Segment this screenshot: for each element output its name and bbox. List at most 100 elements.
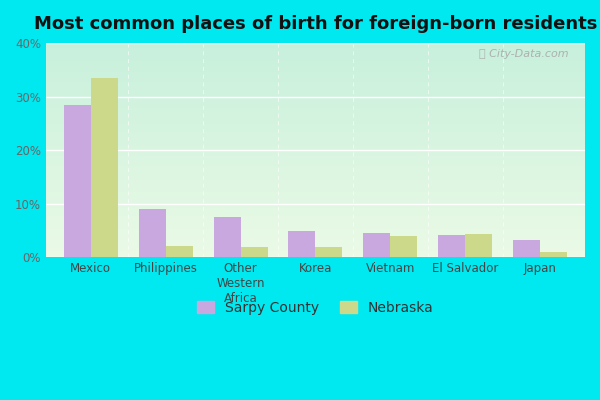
Bar	[46, 62, 585, 63]
Bar	[46, 48, 585, 49]
Bar	[46, 233, 585, 234]
Bar	[513, 240, 540, 257]
Bar	[46, 49, 585, 50]
Bar	[46, 121, 585, 122]
Bar	[46, 118, 585, 119]
Bar	[46, 246, 585, 247]
Bar	[46, 166, 585, 167]
Bar	[46, 78, 585, 79]
Bar	[46, 209, 585, 210]
Bar	[46, 88, 585, 89]
Bar	[46, 107, 585, 108]
Bar	[46, 200, 585, 202]
Bar	[46, 102, 585, 103]
Bar	[46, 218, 585, 219]
Bar	[46, 105, 585, 106]
Bar	[46, 84, 585, 85]
Bar	[46, 68, 585, 69]
Bar	[46, 175, 585, 176]
Bar	[46, 159, 585, 160]
Bar	[46, 186, 585, 187]
Bar	[391, 236, 417, 257]
Bar	[46, 184, 585, 186]
Bar	[46, 197, 585, 198]
Bar	[46, 228, 585, 230]
Bar	[46, 196, 585, 197]
Bar	[46, 253, 585, 254]
Bar	[46, 163, 585, 164]
Bar	[46, 177, 585, 178]
Bar	[46, 162, 585, 163]
Bar	[46, 138, 585, 140]
Bar	[46, 129, 585, 130]
Bar	[46, 255, 585, 256]
Bar	[46, 143, 585, 144]
Bar	[46, 239, 585, 240]
Bar	[46, 63, 585, 64]
Bar	[46, 89, 585, 90]
Bar	[46, 165, 585, 166]
Bar	[316, 247, 343, 257]
Bar	[46, 164, 585, 165]
Bar	[46, 192, 585, 193]
Bar	[46, 126, 585, 128]
Bar	[46, 152, 585, 153]
Bar	[46, 72, 585, 73]
Bar	[46, 212, 585, 214]
Bar	[46, 134, 585, 135]
Bar	[64, 104, 91, 257]
Bar	[46, 140, 585, 142]
Bar	[46, 108, 585, 109]
Bar	[46, 73, 585, 74]
Bar	[46, 202, 585, 203]
Bar	[46, 87, 585, 88]
Bar	[46, 43, 585, 44]
Bar	[46, 182, 585, 183]
Bar	[46, 116, 585, 117]
Bar	[46, 179, 585, 180]
Bar	[46, 193, 585, 194]
Bar	[46, 135, 585, 136]
Bar	[46, 146, 585, 147]
Bar	[46, 206, 585, 207]
Bar	[46, 128, 585, 129]
Bar	[46, 93, 585, 94]
Bar	[46, 208, 585, 209]
Bar	[46, 154, 585, 156]
Bar	[46, 115, 585, 116]
Bar	[46, 148, 585, 149]
Bar	[46, 131, 585, 132]
Bar	[46, 190, 585, 191]
Bar	[46, 181, 585, 182]
Bar	[46, 220, 585, 221]
Bar	[46, 94, 585, 96]
Bar	[46, 227, 585, 228]
Bar	[46, 178, 585, 179]
Bar	[46, 109, 585, 110]
Bar	[46, 99, 585, 100]
Bar	[46, 256, 585, 257]
Text: ⓘ City-Data.com: ⓘ City-Data.com	[479, 49, 569, 59]
Bar	[46, 216, 585, 217]
Bar	[46, 173, 585, 174]
Bar	[166, 246, 193, 257]
Bar	[46, 110, 585, 112]
Bar	[46, 101, 585, 102]
Bar	[46, 55, 585, 56]
Bar	[46, 242, 585, 244]
Bar	[46, 234, 585, 235]
Bar	[46, 149, 585, 150]
Bar	[46, 174, 585, 175]
Bar	[46, 244, 585, 246]
Bar	[46, 240, 585, 241]
Bar	[46, 92, 585, 93]
Bar	[46, 142, 585, 143]
Bar	[46, 147, 585, 148]
Bar	[46, 251, 585, 252]
Bar	[46, 153, 585, 154]
Bar	[46, 59, 585, 60]
Bar	[46, 214, 585, 216]
Bar	[46, 151, 585, 152]
Bar	[46, 254, 585, 255]
Bar	[289, 230, 316, 257]
